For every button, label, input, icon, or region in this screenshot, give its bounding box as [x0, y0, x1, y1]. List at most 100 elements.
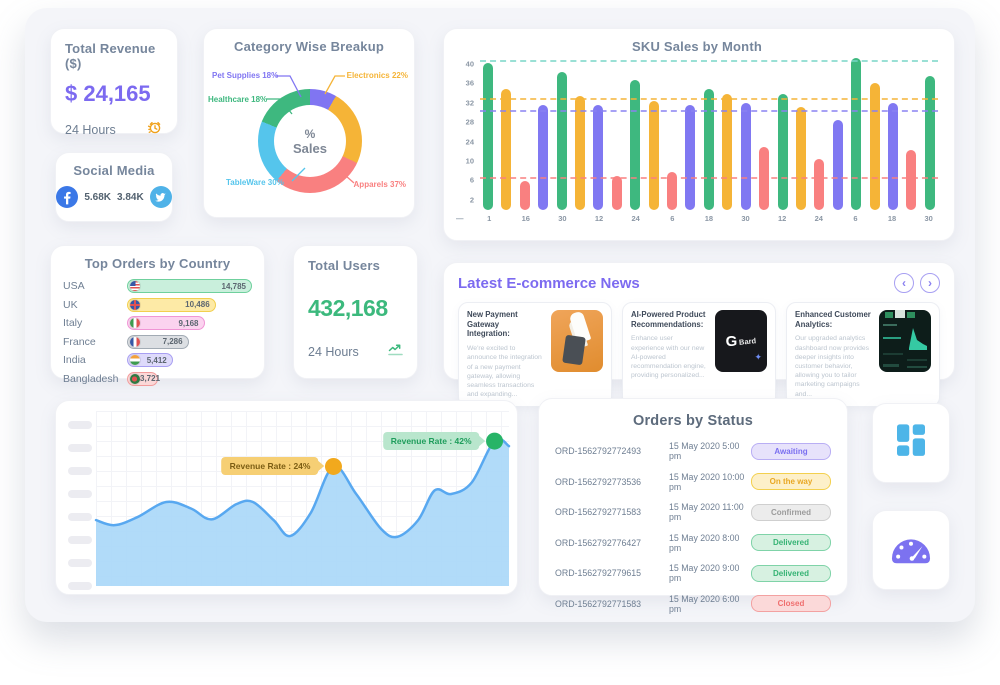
donut-segment-label: Pet Supplies 18% — [212, 71, 279, 80]
y-tick-label: 6 — [469, 175, 474, 185]
axis-placeholder — [68, 559, 92, 567]
guide-line — [480, 177, 938, 180]
axis-placeholder — [68, 582, 92, 590]
x-tick-label: 30 — [741, 214, 750, 223]
x-tick-label: 24 — [814, 214, 823, 223]
bar — [777, 94, 788, 210]
news-next-button[interactable]: › — [920, 273, 940, 293]
x-tick-label: 16 — [521, 214, 530, 223]
dashboard-surface: Total Revenue ($) $ 24,165 24 Hours Soci… — [25, 8, 975, 622]
x-tick-label: 24 — [631, 214, 640, 223]
france-flag-icon — [130, 336, 140, 347]
status-badge: Closed — [751, 595, 831, 612]
country-bar-chart: USA 14,785 UK 10,486 Italy 9,168 France … — [63, 279, 252, 386]
top-orders-country-title: Top Orders by Country — [84, 256, 231, 271]
bar — [924, 76, 935, 210]
news-item-customer-analytics[interactable]: Enhanced Customer Analytics: Our upgrade… — [786, 302, 940, 408]
bar — [703, 88, 714, 210]
news-item-ai-recommendations[interactable]: AI-Powered Product Recommendations: Enha… — [622, 302, 776, 408]
order-row: ORD-1562792771583 15 May 2020 11:00 pm C… — [555, 502, 831, 522]
sku-y-axis: 40 36 32 28 24 10 6 2 — [456, 58, 480, 210]
sku-x-axis: — 1 16 30 12 24 6 18 30 12 24 6 18 30 — [456, 214, 938, 223]
bar — [795, 106, 806, 210]
x-tick-label — [865, 214, 883, 223]
bar — [685, 105, 696, 210]
country-row-italy: Italy 9,168 — [63, 316, 252, 330]
bar — [648, 101, 659, 210]
donut-segment-label: Healthcare 18% — [208, 95, 268, 104]
category-breakup-title: Category Wise Breakup — [233, 39, 385, 54]
x-tick-label: 12 — [777, 214, 787, 223]
india-flag-icon — [130, 355, 140, 365]
news-item-payment-gateway[interactable]: New Payment Gateway Integration: We're e… — [458, 302, 612, 408]
guide-line — [480, 109, 938, 112]
grid-widget-button[interactable] — [872, 403, 950, 483]
analytics-dashboard-image — [879, 310, 931, 372]
x-tick-label — [681, 214, 699, 223]
sku-bars — [480, 58, 938, 210]
data-point-marker — [324, 457, 342, 475]
bar — [832, 119, 843, 210]
usa-flag-icon — [130, 281, 140, 291]
facebook-icon[interactable] — [56, 186, 79, 208]
country-row-france: France 7,286 — [63, 334, 252, 349]
sku-sales-card: SKU Sales by Month 40 36 32 28 24 10 6 2 — 1 16 3… — [443, 28, 955, 241]
order-row: ORD-1562792776427 15 May 2020 8:00 pm De… — [555, 533, 831, 553]
users-period-label: 24 Hours — [308, 344, 359, 359]
bar — [483, 63, 493, 210]
country-row-usa: USA 14,785 — [63, 279, 252, 293]
google-bard-image: G Bard ✦ — [715, 310, 767, 372]
x-tick-label: 6 — [853, 214, 858, 223]
top-orders-country-card: Top Orders by Country USA 14,785 UK 10,4… — [50, 245, 265, 386]
speedometer-icon — [888, 528, 934, 573]
axis-placeholder — [68, 421, 92, 429]
social-media-title: Social Media — [73, 163, 155, 178]
bar — [630, 79, 641, 210]
news-prev-button[interactable]: ‹ — [894, 273, 914, 293]
bar — [869, 83, 880, 210]
y-tick-label: 28 — [465, 117, 474, 127]
order-row: ORD-1562792773536 15 May 2020 10:00 pm O… — [555, 472, 831, 492]
y-tick-label: 36 — [465, 78, 474, 88]
axis-placeholder — [68, 467, 92, 475]
donut-center-label: % Sales — [274, 105, 346, 177]
status-badge: Delivered — [751, 534, 831, 551]
country-row-uk: UK 10,486 — [63, 297, 252, 312]
bar — [906, 150, 917, 210]
bar — [556, 72, 567, 210]
x-tick-label: 12 — [594, 214, 604, 223]
y-tick-label: 40 — [465, 59, 474, 69]
news-title: Latest E-commerce News — [458, 274, 640, 292]
speedometer-widget-button[interactable] — [872, 510, 950, 590]
x-tick-label — [645, 214, 663, 223]
total-users-value: 432,168 — [308, 295, 388, 321]
axis-placeholder — [68, 513, 92, 521]
bar — [667, 172, 678, 210]
sku-plot — [480, 58, 938, 210]
x-tick-label — [791, 214, 809, 223]
bar — [887, 103, 898, 210]
italy-flag-icon — [130, 318, 140, 328]
bar — [575, 96, 586, 210]
data-point-marker — [486, 432, 504, 450]
category-breakup-card: Category Wise Breakup % Sales Pet Suppli… — [203, 28, 415, 218]
total-revenue-title: Total Revenue ($) — [65, 41, 156, 71]
y-tick-label: 10 — [465, 156, 474, 166]
status-badge: Delivered — [751, 564, 831, 582]
order-row: ORD-1562792771583 15 May 2020 6:00 pm Cl… — [555, 594, 831, 614]
axis-placeholder — [68, 490, 92, 498]
bar — [501, 88, 512, 210]
bar — [814, 159, 825, 210]
orders-by-status-card: Orders by Status ORD-1562792772493 15 Ma… — [538, 398, 848, 614]
x-tick-label — [498, 214, 516, 223]
revenue-area-card: Revenue Rate : 24% Revenue Rate : 42% — [55, 400, 518, 595]
donut-segment-label: Apparels 37% — [353, 180, 406, 189]
status-badge: Confirmed — [751, 503, 831, 521]
y-tick-label: 2 — [469, 195, 474, 205]
order-row: ORD-1562792772493 15 May 2020 5:00 pm Aw… — [555, 441, 831, 461]
twitter-icon[interactable] — [149, 186, 172, 208]
order-row: ORD-1562792779615 15 May 2020 9:00 pm De… — [555, 563, 831, 583]
x-tick-label: 1 — [487, 214, 492, 223]
status-badge: Awaiting — [751, 442, 831, 460]
uk-flag-icon — [130, 299, 140, 310]
